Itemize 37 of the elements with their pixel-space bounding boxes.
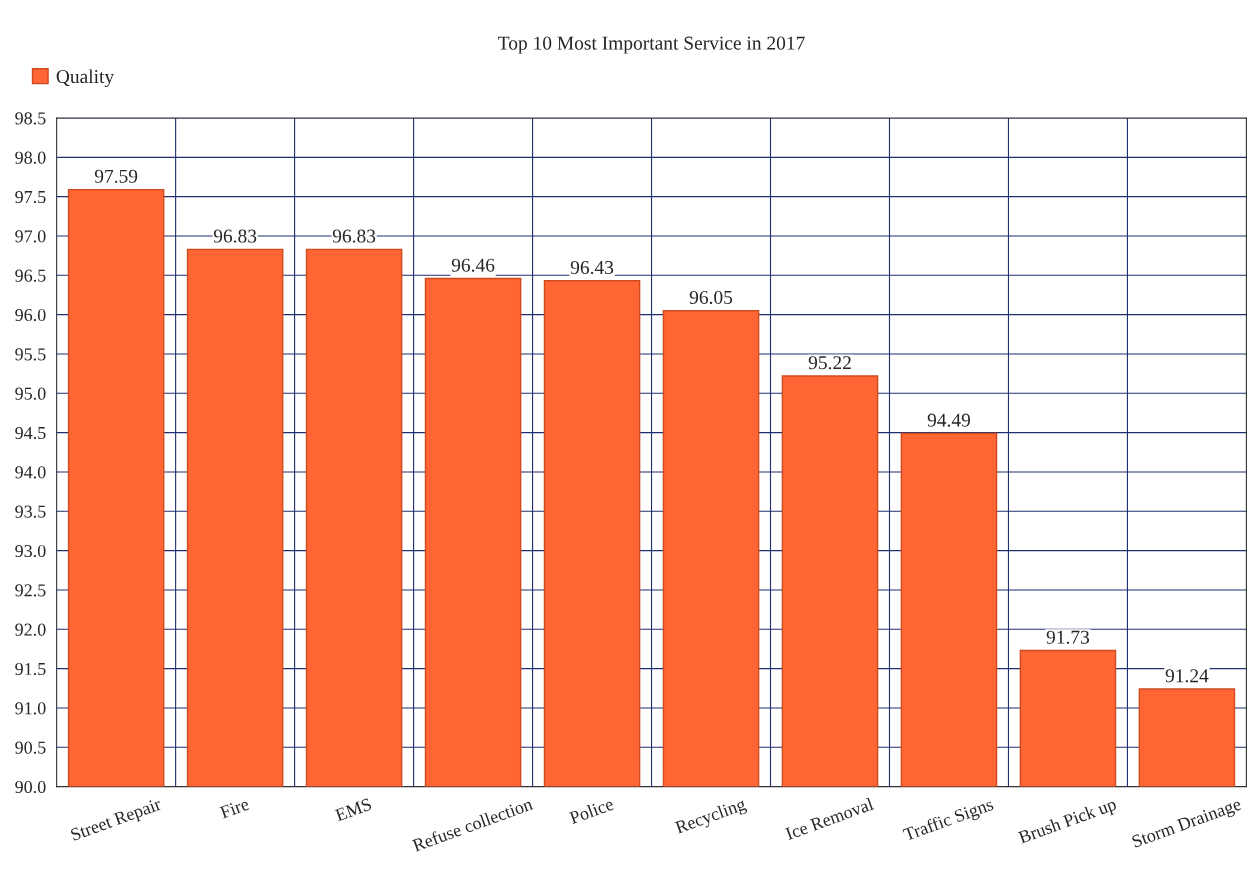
- y-tick-label: 96.0: [15, 308, 46, 322]
- y-tick-label: 90.0: [15, 780, 46, 794]
- x-tick-label: Storm Drainage: [1131, 797, 1244, 852]
- y-tick-label: 92.5: [15, 584, 46, 597]
- y-tick-label: 90.5: [15, 741, 46, 754]
- y-tick-label: 94.5: [15, 426, 46, 440]
- y-tick-label: 91.0: [15, 702, 46, 715]
- data-label: 96.43: [570, 261, 614, 275]
- data-label: 96.83: [213, 229, 257, 243]
- chart-title: Top 10 Most Important Service in 2017: [498, 36, 805, 54]
- y-tick-label: 97.0: [15, 230, 46, 243]
- data-label: 91.24: [1165, 669, 1209, 683]
- data-label: 95.22: [808, 356, 851, 370]
- y-tick-label: 93.5: [15, 505, 46, 518]
- y-tick-label: 96.5: [15, 269, 46, 282]
- x-tick-label: Street Repair: [70, 797, 164, 845]
- y-tick-label: 92.0: [15, 623, 46, 636]
- data-label: 96.05: [689, 290, 733, 305]
- y-tick-label: 91.5: [15, 662, 46, 676]
- x-tick-label: Brush Pick up: [1017, 797, 1119, 848]
- x-tick-label: Traffic Signs: [902, 797, 996, 845]
- y-tick-label: 98.5: [15, 112, 46, 125]
- x-tick-label: EMS: [334, 797, 373, 822]
- data-label: 96.83: [332, 229, 376, 243]
- y-tick-label: 93.0: [15, 544, 46, 558]
- y-tick-label: 95.0: [15, 387, 46, 400]
- data-label: 94.49: [927, 413, 971, 427]
- y-tick-label: 97.5: [15, 190, 46, 204]
- x-tick-label: Police: [568, 797, 615, 825]
- y-tick-label: 95.5: [15, 348, 46, 361]
- legend-label: Quality: [56, 69, 115, 88]
- x-tick-label: Fire: [219, 797, 250, 819]
- data-label: 96.46: [451, 258, 495, 272]
- y-tick-label: 98.0: [15, 151, 46, 164]
- data-label: 91.73: [1046, 630, 1090, 644]
- data-label: 97.59: [94, 169, 138, 183]
- y-tick-label: 94.0: [15, 466, 46, 479]
